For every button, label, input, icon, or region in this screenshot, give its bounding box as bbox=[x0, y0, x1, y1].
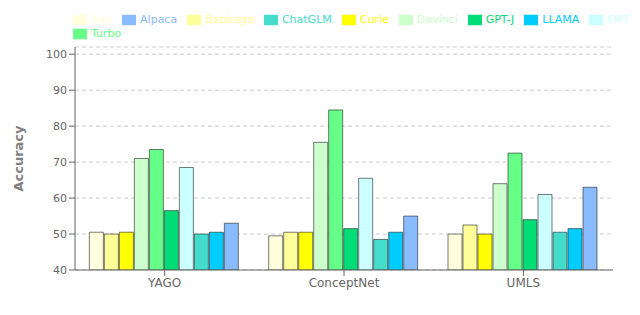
html-text:OPT: OPT bbox=[607, 13, 630, 26]
svg-text:70: 70 bbox=[53, 156, 67, 169]
html-text:LLAMA: LLAMA bbox=[542, 13, 580, 26]
svg-text:60: 60 bbox=[53, 192, 67, 205]
html-text:Alpaca: Alpaca bbox=[140, 13, 178, 26]
svg-text:50: 50 bbox=[53, 228, 67, 241]
html-text:Turbo: Turbo bbox=[91, 27, 122, 40]
html-text:ChatGLM: ChatGLM bbox=[281, 13, 332, 26]
html-text:GPT-J: GPT-J bbox=[485, 13, 515, 26]
svg-text:ConceptNet: ConceptNet bbox=[309, 276, 380, 290]
html-text:Davinci: Davinci bbox=[416, 13, 458, 26]
html-text:Curie: Curie bbox=[359, 13, 389, 26]
svg-text:40: 40 bbox=[53, 264, 67, 277]
svg-text:100: 100 bbox=[46, 48, 67, 61]
svg-text:80: 80 bbox=[53, 120, 67, 133]
svg-text:Accuracy: Accuracy bbox=[11, 125, 26, 192]
svg-text:YAGO: YAGO bbox=[147, 276, 181, 290]
svg-text:UMLS: UMLS bbox=[507, 276, 540, 290]
html-text:Babbage: Babbage bbox=[205, 13, 254, 26]
html-text:Ada: Ada bbox=[91, 13, 113, 26]
svg-text:90: 90 bbox=[53, 84, 67, 97]
